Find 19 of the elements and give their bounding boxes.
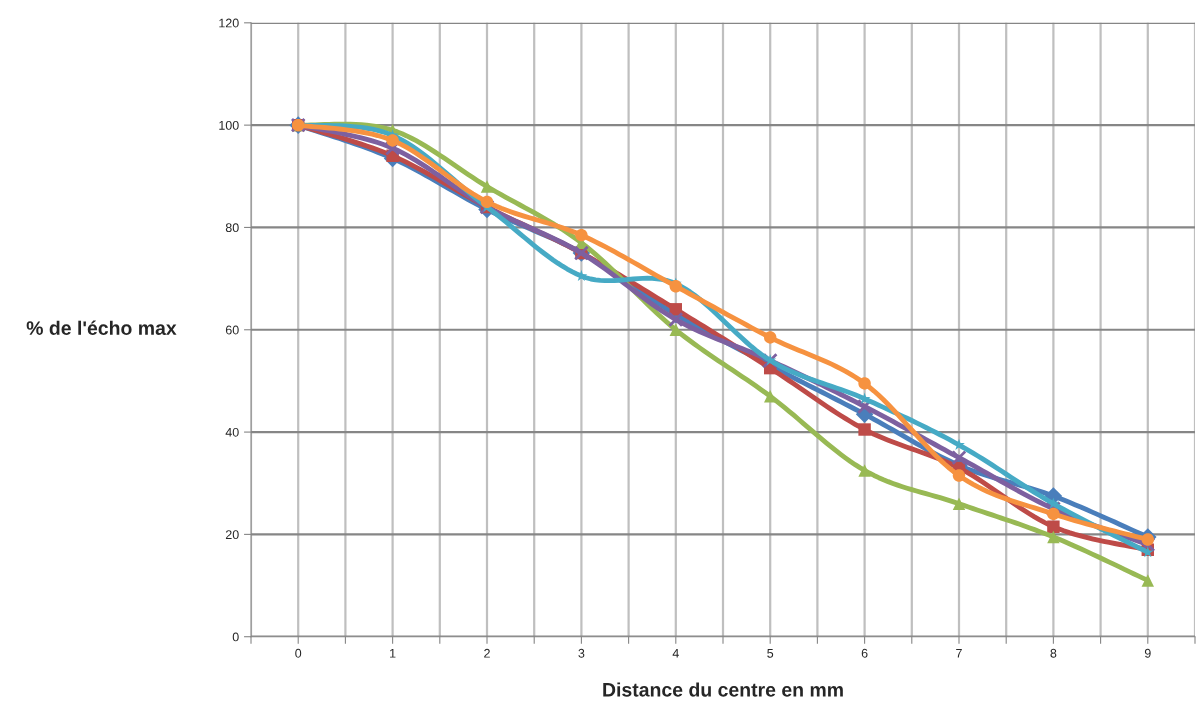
x-tick-label: 3	[578, 648, 585, 658]
x-tick-label: 5	[767, 648, 774, 658]
x-axis-title: Distance du centre en mm	[603, 682, 843, 697]
y-tick-label: 80	[225, 223, 239, 233]
x-tick-label: 2	[484, 648, 490, 658]
x-tick-label: 6	[861, 648, 868, 658]
x-tick-label: 0	[295, 648, 302, 658]
y-tick-label: 60	[225, 325, 239, 335]
y-tick-label: 0	[232, 632, 239, 642]
x-tick-label: 4	[672, 648, 679, 658]
y-axis-title: % de l'écho max	[26, 320, 177, 335]
x-tick-label: 8	[1050, 648, 1057, 658]
y-tick-label: 20	[225, 530, 239, 540]
y-tick-label: 40	[225, 427, 239, 437]
x-tick-label: 7	[956, 648, 962, 658]
x-tick-label: 1	[390, 648, 396, 658]
y-tick-label: 100	[219, 120, 239, 130]
x-tick-label: 9	[1144, 648, 1151, 658]
y-tick-label: 120	[219, 18, 239, 28]
